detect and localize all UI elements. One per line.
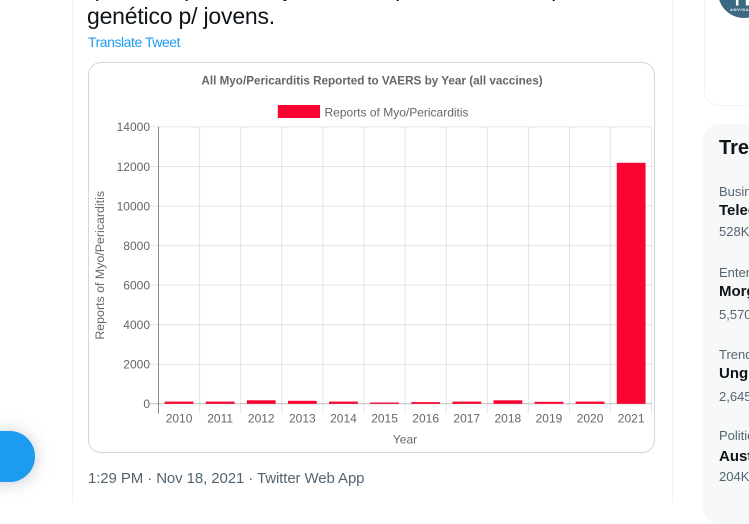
svg-text:2011: 2011 [207,412,233,426]
svg-text:0: 0 [143,397,150,411]
svg-text:2020: 2020 [577,412,604,426]
svg-text:2010: 2010 [166,412,193,426]
svg-text:14000: 14000 [117,120,151,134]
svg-text:12000: 12000 [117,160,151,174]
svg-text:8000: 8000 [123,239,150,253]
svg-text:All Myo/Pericarditis Reported: All Myo/Pericarditis Reported to VAERS b… [201,75,542,88]
svg-text:ANVISA: ANVISA [730,7,749,12]
svg-text:2017: 2017 [453,412,480,426]
svg-text:Year: Year [393,433,417,447]
svg-text:2014: 2014 [330,412,357,426]
svg-text:2012: 2012 [248,412,275,426]
svg-text:2000: 2000 [123,358,150,372]
svg-text:2015: 2015 [371,412,398,426]
svg-text:2018: 2018 [494,412,521,426]
svg-text:2021: 2021 [618,412,645,426]
svg-text:4000: 4000 [123,318,150,332]
svg-text:2013: 2013 [289,412,316,426]
svg-text:10000: 10000 [117,199,151,213]
svg-text:6000: 6000 [123,278,150,292]
svg-text:Reports of Myo/Pericarditis: Reports of Myo/Pericarditis [325,106,469,120]
svg-text:2016: 2016 [412,412,439,426]
svg-text:Reports of Myo/Pericarditis: Reports of Myo/Pericarditis [93,191,107,340]
svg-text:2019: 2019 [536,412,563,426]
